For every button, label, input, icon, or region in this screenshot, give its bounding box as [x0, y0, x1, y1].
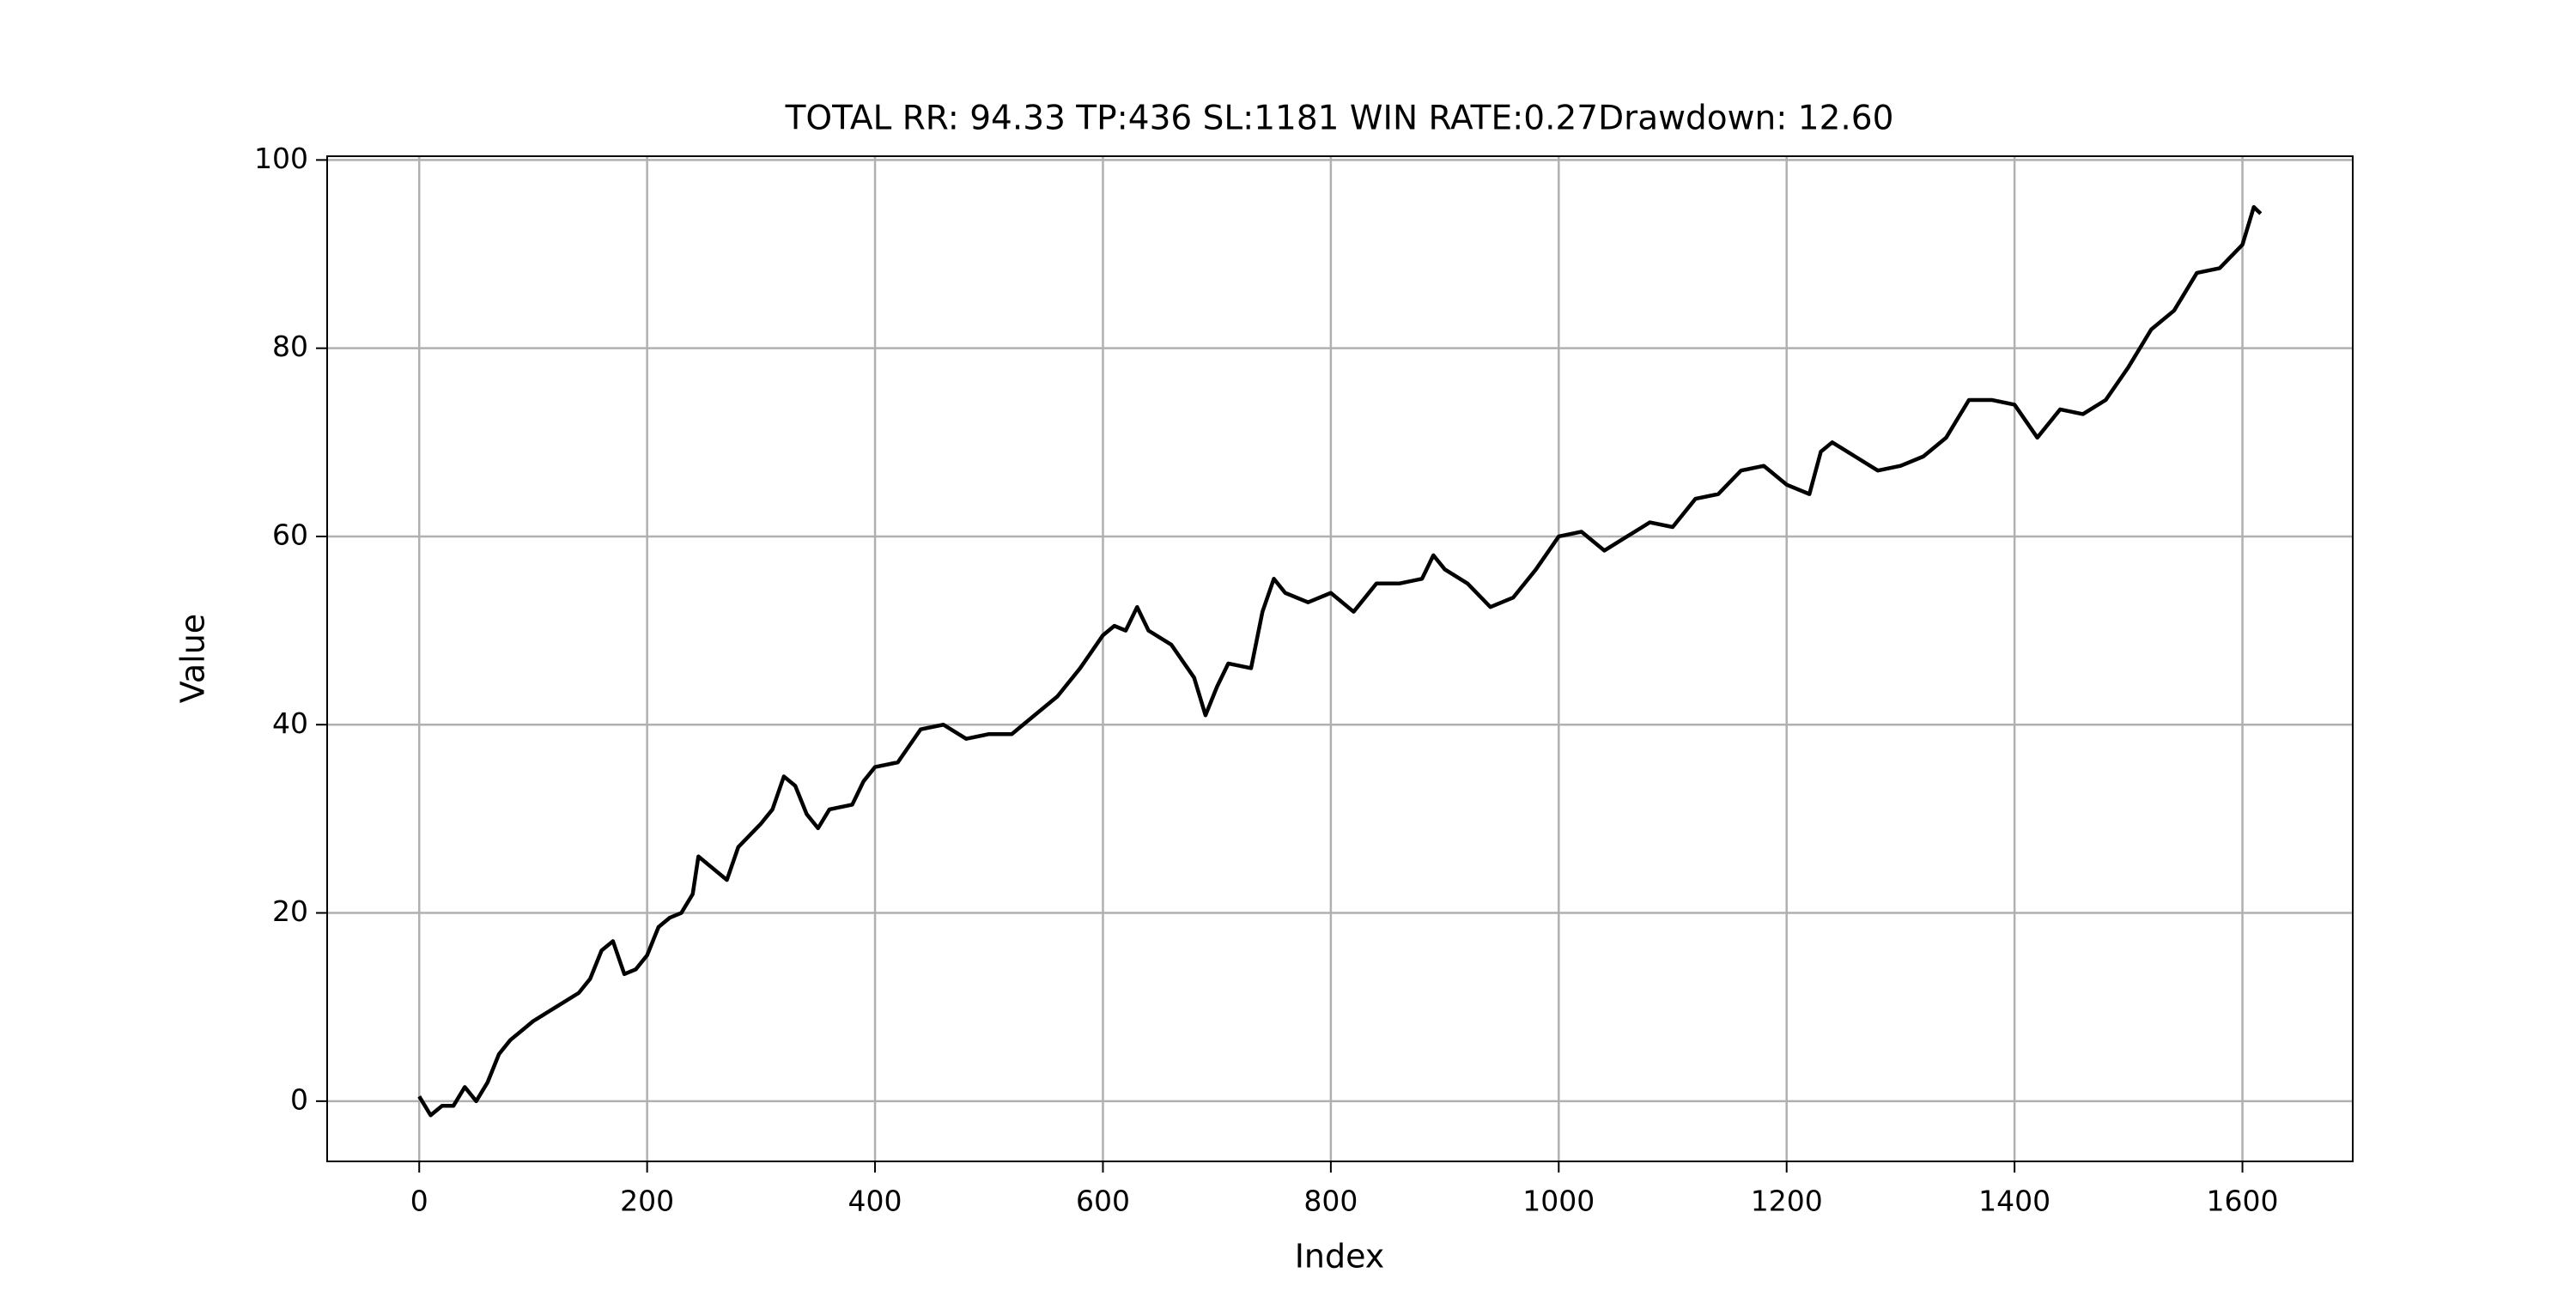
- chart-title: TOTAL RR: 94.33 TP:436 SL:1181 WIN RATE:…: [785, 100, 1894, 138]
- x-tick-label: 400: [848, 1185, 902, 1218]
- y-tick-label: 40: [272, 706, 308, 740]
- x-tick-label: 1600: [2207, 1185, 2279, 1218]
- x-axis-label: Index: [1295, 1238, 1385, 1276]
- y-tick-label: 60: [272, 518, 308, 551]
- y-tick-label: 0: [290, 1082, 308, 1116]
- y-tick-label: 100: [254, 142, 308, 175]
- y-tick-label: 80: [272, 330, 308, 363]
- x-tick-label: 0: [410, 1185, 428, 1218]
- x-tick-label: 800: [1303, 1185, 1358, 1218]
- x-tick-label: 1000: [1522, 1185, 1595, 1218]
- x-tick-label: 600: [1076, 1185, 1130, 1218]
- data-line: [417, 204, 2263, 1118]
- x-tick-label: 1200: [1751, 1185, 1823, 1218]
- x-tick-label: 1400: [1978, 1185, 2050, 1218]
- y-axis-label: Value: [174, 614, 212, 703]
- y-tick-label: 20: [272, 894, 308, 928]
- x-tick-label: 200: [620, 1185, 674, 1218]
- plot-frame: [326, 155, 2354, 1162]
